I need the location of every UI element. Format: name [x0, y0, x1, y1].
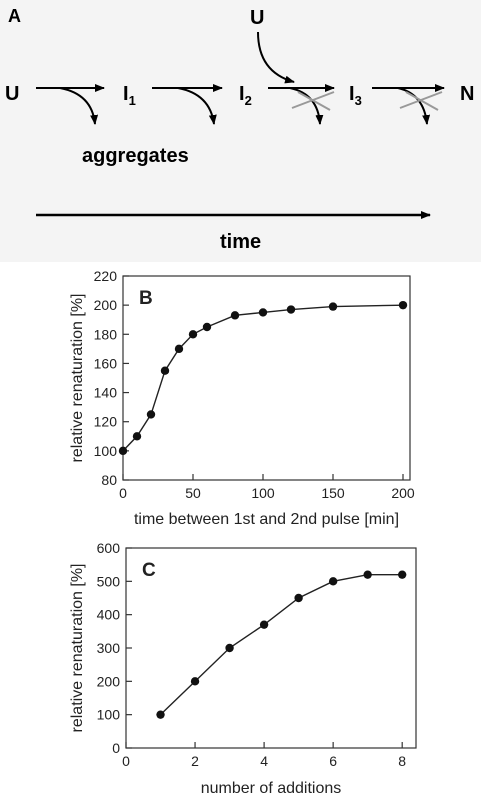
state-i1: I1	[123, 83, 136, 108]
x-axis-label: number of additions	[201, 780, 342, 797]
panel-label: B	[139, 288, 153, 309]
data-point	[225, 643, 234, 653]
data-point	[294, 593, 303, 603]
x-tick-label: 2	[191, 753, 199, 769]
aggregation-branch-1	[59, 87, 99, 125]
data-point	[286, 305, 296, 314]
data-point	[118, 446, 128, 456]
data-point	[188, 330, 198, 339]
y-axis-label: relative renaturation [%]	[69, 564, 86, 733]
data-point	[328, 577, 338, 586]
x-tick-label: 0	[119, 485, 127, 501]
y-tick-label: 180	[94, 326, 118, 342]
x-tick-label: 200	[391, 485, 415, 501]
data-point	[156, 710, 165, 719]
data-point	[259, 620, 269, 629]
y-tick-label: 160	[94, 355, 118, 371]
y-tick-label: 100	[97, 707, 121, 723]
panel-label: C	[142, 560, 156, 581]
added-species-u: U	[250, 7, 264, 29]
y-tick-label: 500	[97, 573, 121, 589]
x-tick-label: 4	[260, 753, 268, 769]
y-tick-label: 600	[97, 540, 121, 556]
data-point	[174, 344, 184, 354]
data-point	[328, 302, 338, 311]
x-tick-label: 100	[251, 485, 275, 501]
data-point	[397, 570, 407, 579]
x-axis-label: time between 1st and 2nd pulse [min]	[134, 511, 399, 528]
y-axis-label: relative renaturation [%]	[69, 294, 86, 463]
plot-frame	[122, 275, 411, 481]
x-tick-label: 150	[321, 485, 345, 501]
chart-b: 0 50 100 150 200 80 100 120 140 160 180 200 220 Btime…	[69, 268, 415, 528]
series-line	[160, 573, 403, 716]
x-tick-label: 0	[122, 753, 130, 769]
y-tick-label: 120	[94, 414, 118, 430]
data-point	[363, 570, 372, 579]
panel-label-a: A	[8, 6, 21, 26]
data-point	[202, 322, 212, 332]
y-tick-label: 400	[97, 607, 121, 623]
y-tick-label: 80	[101, 472, 117, 488]
y-tick-label: 0	[112, 740, 120, 756]
folding-scheme: A U I1 I2 I3 N U aggregates time	[0, 0, 481, 262]
blocked-cross-2	[399, 91, 443, 111]
state-i2: I2	[239, 83, 252, 108]
y-tick-label: 220	[94, 268, 118, 284]
plot-frame	[125, 547, 417, 749]
y-tick-label: 200	[94, 297, 118, 313]
aggregation-branch-2	[177, 87, 217, 125]
state-i3: I3	[349, 83, 362, 108]
x-tick-label: 6	[329, 753, 337, 769]
data-point	[230, 311, 240, 320]
data-point	[398, 300, 408, 310]
series-line	[122, 304, 404, 452]
state-u: U	[5, 83, 19, 105]
data-point	[146, 410, 156, 419]
data-point	[190, 677, 200, 686]
time-label: time	[220, 231, 261, 253]
data-point	[258, 308, 268, 317]
y-tick-label: 100	[94, 443, 118, 459]
y-tick-label: 200	[97, 673, 121, 689]
data-point	[160, 366, 170, 375]
y-tick-label: 300	[97, 640, 121, 656]
blocked-cross-1	[291, 91, 335, 111]
y-tick-label: 140	[94, 385, 118, 401]
data-point	[132, 432, 142, 441]
aggregates-label: aggregates	[82, 145, 189, 167]
x-tick-label: 8	[398, 753, 406, 769]
x-tick-label: 50	[185, 485, 201, 501]
pulse-arrow	[257, 31, 295, 84]
state-n: N	[460, 83, 474, 105]
aggregation-branch-4	[397, 87, 431, 125]
